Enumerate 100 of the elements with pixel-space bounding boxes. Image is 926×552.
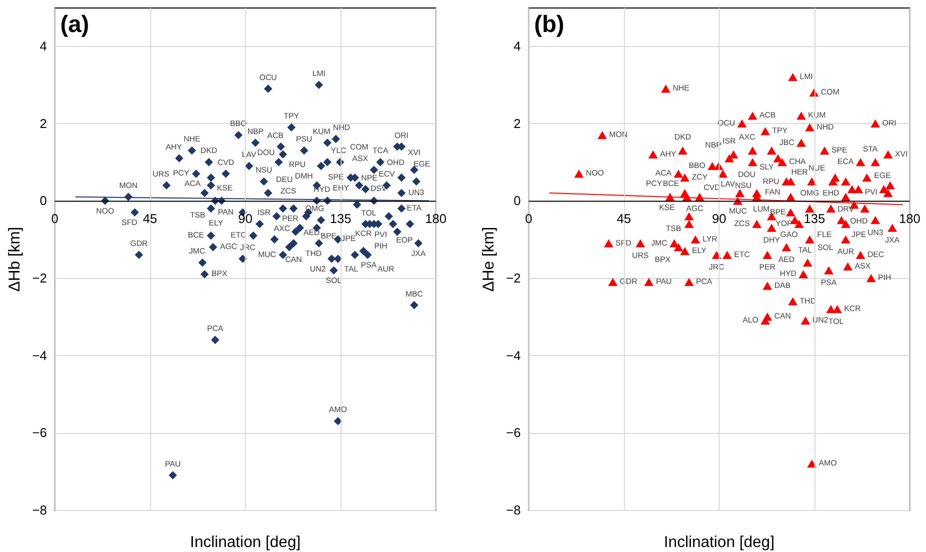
annotation: PCY bbox=[646, 179, 663, 188]
annotation: AXC bbox=[274, 224, 290, 234]
annotation: SOL bbox=[817, 242, 834, 252]
x-tick-label: 0 bbox=[525, 210, 532, 226]
annotation: TSB bbox=[190, 210, 206, 220]
annotation: EHY bbox=[332, 183, 350, 192]
annotation: JPE bbox=[852, 230, 866, 239]
annotation: JMC bbox=[651, 238, 668, 248]
y-tick-label: 2 bbox=[40, 116, 47, 131]
annotation: SFD bbox=[616, 238, 632, 248]
annotation: FAN bbox=[764, 187, 781, 196]
annotation: XVI bbox=[408, 148, 421, 158]
annotation: ALO bbox=[742, 316, 758, 325]
annotation: ACA bbox=[184, 179, 202, 188]
annotation: TPY bbox=[284, 111, 300, 120]
annotation: KSE bbox=[659, 202, 675, 212]
x-tick-label: 180 bbox=[425, 210, 447, 226]
annotation: ETC bbox=[734, 250, 750, 259]
annotation: EGE bbox=[874, 171, 891, 180]
annotation: ACA bbox=[655, 168, 672, 178]
annotation: TPY bbox=[772, 126, 788, 136]
annotation: AGC bbox=[686, 204, 704, 214]
annotation: BPX bbox=[654, 254, 672, 264]
annotation: PVI bbox=[374, 230, 388, 239]
annotation: BCE bbox=[188, 230, 204, 240]
annotation: ECV bbox=[378, 169, 396, 178]
annotation: EOP bbox=[396, 236, 413, 245]
annotation: NHE bbox=[184, 134, 200, 144]
annotation: AUR bbox=[837, 247, 854, 256]
annotation: DRV bbox=[837, 204, 855, 214]
annotation: ORI bbox=[394, 130, 408, 140]
annotation: GAO bbox=[780, 230, 798, 239]
annotation: DKD bbox=[674, 132, 692, 142]
annotation: RPU bbox=[762, 177, 780, 186]
y-tick-label: −2 bbox=[506, 270, 521, 286]
annotation: EGE bbox=[414, 160, 430, 169]
annotation: COM bbox=[350, 142, 368, 152]
annotation: DEC bbox=[867, 250, 884, 259]
annotation: DAB bbox=[774, 280, 791, 290]
y-tick-label: −6 bbox=[32, 425, 47, 440]
annotation: UN3 bbox=[867, 228, 884, 237]
annotation: LMI bbox=[312, 68, 326, 78]
annotation: MBC bbox=[405, 289, 424, 298]
annotation: STA bbox=[862, 144, 878, 154]
annotation: XVI bbox=[894, 149, 908, 158]
annotation: AXC bbox=[739, 132, 756, 142]
annotation: NBP bbox=[247, 126, 264, 136]
annotation: AED bbox=[304, 228, 320, 237]
annotation: PCA bbox=[207, 324, 224, 334]
annotation: EHD bbox=[822, 188, 840, 198]
annotation: DEU bbox=[276, 175, 293, 184]
annotation: DOU bbox=[257, 148, 276, 158]
annotation: PCY bbox=[173, 168, 190, 178]
annotation: PSA bbox=[820, 278, 838, 288]
annotation: AHY bbox=[166, 142, 183, 152]
annotation: ISR bbox=[722, 136, 736, 146]
annotation: PAU bbox=[656, 276, 672, 286]
annotation: TSB bbox=[666, 224, 682, 234]
annotation: SLY bbox=[759, 162, 775, 172]
annotation: UN2 bbox=[310, 264, 326, 274]
y-tick-label: 2 bbox=[514, 116, 521, 131]
annotation: DKD bbox=[200, 146, 218, 156]
annotation: ORI bbox=[882, 118, 896, 128]
annotation: ECA bbox=[837, 157, 854, 166]
annotation: HYD bbox=[780, 269, 797, 278]
y-tick-label: −8 bbox=[506, 502, 521, 518]
annotation: AHY bbox=[660, 149, 677, 158]
annotation: NOO bbox=[586, 168, 604, 178]
y-tick-label: −8 bbox=[32, 502, 47, 518]
annotation: PAN bbox=[218, 207, 234, 216]
annotation: KSE bbox=[216, 183, 233, 192]
annotation: PSU bbox=[296, 134, 313, 144]
annotation: ETC bbox=[230, 230, 247, 240]
annotation: THD bbox=[305, 249, 322, 258]
annotation: UN2 bbox=[812, 316, 828, 325]
annotation: NSU bbox=[734, 180, 752, 190]
annotation: JPE bbox=[341, 234, 356, 243]
y-tick-label: −2 bbox=[32, 270, 47, 286]
annotation: ETA bbox=[406, 203, 422, 212]
annotation: CHA bbox=[789, 157, 806, 166]
x-axis-title: Inclination [deg] bbox=[190, 534, 301, 552]
annotation: BCE bbox=[662, 179, 680, 188]
annotation: MON bbox=[119, 181, 138, 190]
annotation: OMG bbox=[305, 204, 324, 214]
annotation: PSA bbox=[360, 260, 378, 270]
annotation: URS bbox=[632, 251, 649, 260]
annotation: CAN bbox=[285, 255, 302, 264]
y-tick-label: −4 bbox=[32, 348, 47, 363]
annotation: LAV bbox=[242, 150, 257, 160]
annotation: ASX bbox=[352, 154, 369, 163]
annotation: ZCY bbox=[692, 172, 708, 182]
x-tick-label: 0 bbox=[51, 210, 58, 226]
y-tick-label: 4 bbox=[40, 38, 47, 54]
annotation: PAU bbox=[165, 459, 181, 468]
annotation: TAL bbox=[344, 264, 359, 274]
y-tick-label: −4 bbox=[506, 348, 521, 363]
annotation: TOL bbox=[828, 316, 844, 326]
annotation: CVD bbox=[217, 158, 234, 167]
annotation: NUE bbox=[808, 164, 826, 173]
annotation: OCU bbox=[259, 72, 278, 82]
